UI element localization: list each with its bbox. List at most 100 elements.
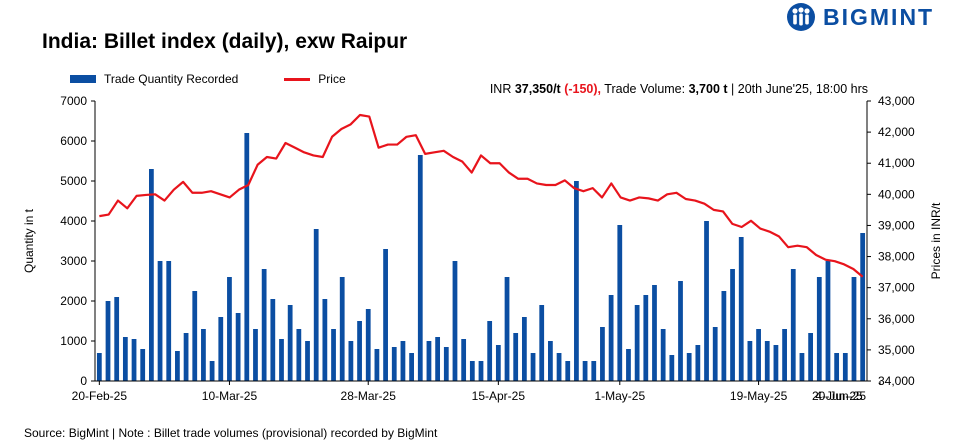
trade-quantity-bar — [548, 341, 553, 381]
trade-quantity-bar — [365, 309, 371, 381]
trade-quantity-bar — [660, 329, 666, 381]
y2-tick-label: 34,000 — [878, 374, 915, 388]
x-tick-label: 10-Mar-25 — [202, 389, 258, 403]
y-tick-label: 4000 — [60, 214, 87, 228]
y2-tick-label: 38,000 — [878, 250, 915, 264]
trade-quantity-bar — [140, 349, 146, 381]
trade-quantity-bar — [183, 333, 189, 381]
trade-quantity-bar — [357, 321, 362, 381]
price-info: INR 37,350/t (-150), Trade Volume: 3,700… — [490, 82, 868, 96]
trade-quantity-bar — [556, 353, 562, 381]
info-volume-value: 3,700 t — [688, 82, 728, 96]
y-axis-title: Quantity in t — [22, 208, 36, 273]
trade-quantity-bar — [348, 341, 354, 381]
trade-quantity-bar — [816, 277, 822, 381]
y-tick-label: 3000 — [60, 254, 87, 268]
trade-quantity-bar — [469, 361, 475, 381]
trade-quantity-bar — [790, 269, 796, 381]
info-timestamp: | 20th June'25, 18:00 hrs — [731, 82, 868, 96]
y2-tick-label: 35,000 — [878, 343, 915, 357]
trade-quantity-bar — [678, 281, 683, 381]
x-tick-label: 19-May-25 — [730, 389, 788, 403]
brand-name: BIGMINT — [823, 3, 935, 30]
trade-quantity-bar — [313, 229, 319, 381]
trade-quantity-bar — [608, 295, 614, 381]
trade-quantity-bar — [504, 277, 510, 381]
x-tick-label: 15-Apr-25 — [472, 389, 526, 403]
trade-quantity-bar — [808, 333, 813, 381]
trade-quantity-bar — [521, 317, 527, 381]
brand-logo: BIGMINT — [786, 2, 934, 32]
trade-quantity-bar — [383, 249, 388, 381]
trade-quantity-bar — [235, 313, 241, 381]
trade-quantity-bar — [122, 337, 128, 381]
trade-quantity-bar — [756, 329, 761, 381]
y2-tick-label: 43,000 — [878, 94, 915, 108]
trade-quantity-bar — [834, 353, 840, 381]
x-tick-label: 1-May-25 — [594, 389, 645, 403]
trade-quantity-bar — [825, 261, 831, 381]
trade-quantity-bar — [322, 299, 328, 381]
price-line — [99, 113, 864, 278]
trade-quantity-bar — [374, 349, 380, 381]
trade-quantity-bar — [331, 329, 336, 381]
trade-quantity-bar — [452, 261, 458, 381]
trade-quantity-bar — [695, 345, 701, 381]
trade-quantity-bar — [487, 321, 493, 381]
trade-quantity-bar — [643, 295, 649, 381]
trade-quantity-bar — [96, 353, 102, 381]
trade-quantity-bar — [201, 329, 206, 381]
trade-quantity-bar — [712, 327, 718, 381]
trade-quantity-bar — [530, 353, 536, 381]
trade-quantity-bar — [305, 341, 310, 381]
trade-quantity-bar — [617, 225, 623, 381]
trade-quantity-bar — [166, 261, 172, 381]
y2-tick-label: 36,000 — [878, 312, 915, 326]
trade-quantity-bar — [426, 341, 432, 381]
trade-quantity-bar — [704, 221, 709, 381]
trade-quantity-bar — [114, 297, 120, 381]
info-change: (-150), — [564, 82, 602, 96]
trade-quantity-bar — [582, 361, 588, 381]
trade-quantity-bar — [860, 233, 866, 381]
trade-quantity-bar — [149, 169, 154, 381]
y-tick-label: 0 — [80, 374, 87, 388]
trade-quantity-bar — [634, 305, 640, 381]
y-tick-label: 6000 — [60, 134, 87, 148]
x-tick-label: 28-Mar-25 — [341, 389, 397, 403]
trade-quantity-bar — [435, 337, 441, 381]
trade-quantity-bar — [773, 345, 779, 381]
trade-quantity-bar — [400, 341, 406, 381]
legend-line-label: Price — [318, 72, 346, 86]
legend-bar-label: Trade Quantity Recorded — [104, 72, 239, 86]
trade-quantity-bar — [591, 361, 597, 381]
y2-axis-title: Prices in INR/t — [929, 202, 943, 279]
source-note: Source: BigMint | Note : Billet trade vo… — [24, 426, 438, 440]
trade-quantity-bar — [721, 291, 727, 381]
trade-quantity-bar — [513, 333, 519, 381]
x-tick-label: 4-Jun-25 — [815, 389, 863, 403]
trade-quantity-bar — [842, 353, 848, 381]
legend-bar-swatch — [70, 75, 96, 83]
trade-quantity-bar — [461, 339, 467, 381]
trade-quantity-bar — [417, 155, 423, 381]
y2-tick-label: 40,000 — [878, 187, 915, 201]
trade-quantity-bar — [747, 341, 753, 381]
trade-quantity-bar — [287, 305, 293, 381]
chart-title: India: Billet index (daily), exw Raipur — [42, 30, 408, 53]
trade-quantity-bar — [782, 329, 787, 381]
info-currency: INR — [489, 82, 512, 96]
trade-quantity-bar — [600, 327, 605, 381]
y2-tick-label: 37,000 — [878, 281, 915, 295]
trade-quantity-bar — [669, 355, 675, 381]
y2-tick-label: 41,000 — [878, 156, 915, 170]
trade-quantity-bar — [261, 269, 267, 381]
x-tick-label: 20-Feb-25 — [72, 389, 128, 403]
trade-quantity-bar — [799, 353, 805, 381]
trade-quantity-bar — [270, 299, 276, 381]
trade-quantity-bar — [391, 347, 397, 381]
trade-quantity-bar — [175, 351, 180, 381]
trade-quantity-bar — [443, 347, 449, 381]
y-tick-label: 2000 — [60, 294, 87, 308]
